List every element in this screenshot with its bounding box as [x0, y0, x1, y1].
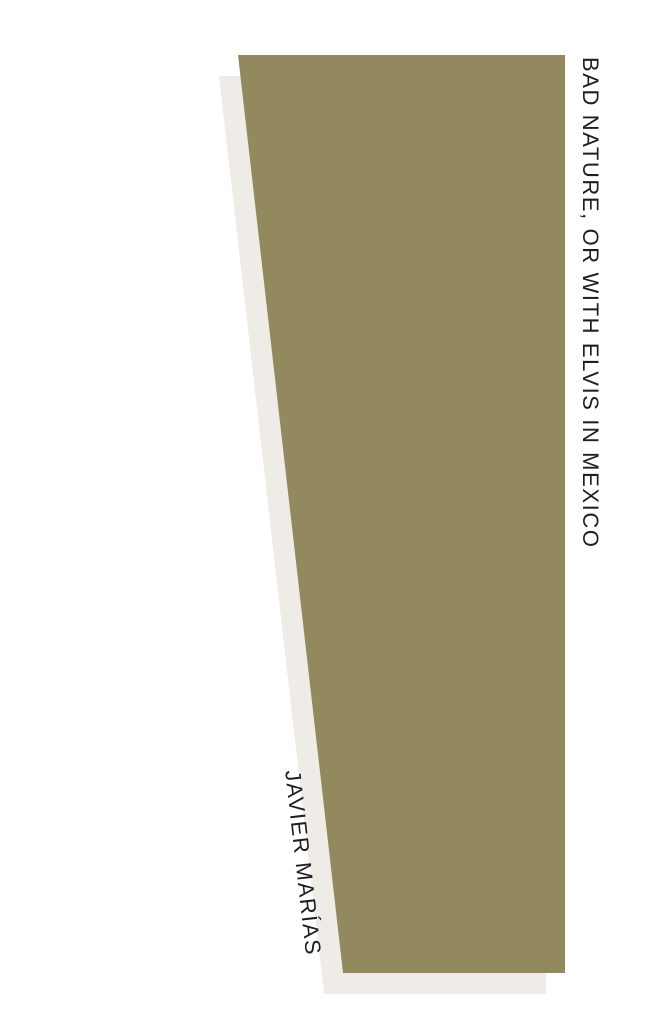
book-title: BAD NATURE, OR WITH ELVIS IN MEXICO — [578, 57, 603, 549]
cover-panel-shape — [238, 55, 565, 973]
